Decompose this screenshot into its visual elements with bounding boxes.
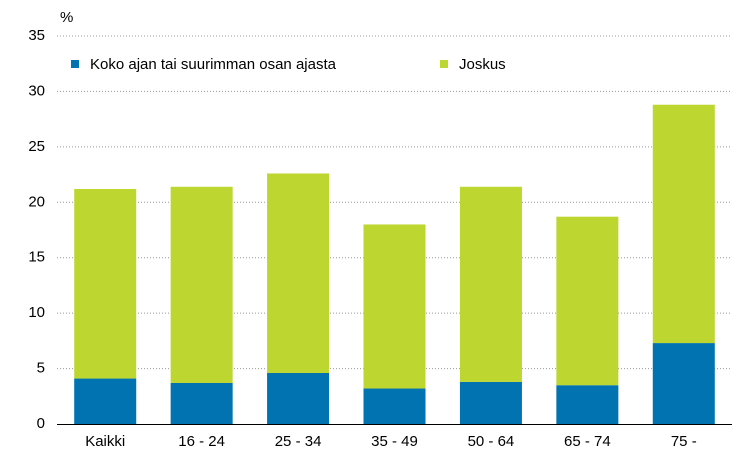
y-tick-label: 10 <box>28 304 45 321</box>
y-tick-label: 5 <box>37 360 45 377</box>
legend-label: Joskus <box>459 56 506 73</box>
x-tick-label: Kaikki <box>85 433 125 450</box>
bar-segment <box>267 173 330 374</box>
y-tick-label: 15 <box>28 249 45 266</box>
bar-segment <box>652 343 715 424</box>
y-tick-label: 25 <box>28 138 45 155</box>
bar-segment <box>363 224 426 389</box>
y-tick-label: 35 <box>28 27 45 44</box>
x-tick-label: 25 - 34 <box>275 433 322 450</box>
bar-segment <box>74 378 137 424</box>
bar-segment <box>459 381 522 424</box>
y-axis-label: % <box>60 9 73 26</box>
bar-segment <box>363 388 426 424</box>
bar-segment <box>170 382 233 424</box>
legend-swatch <box>440 60 448 68</box>
x-tick-label: 65 - 74 <box>564 433 611 450</box>
y-tick-label: 20 <box>28 193 45 210</box>
bar-segment <box>459 186 522 382</box>
legend-label: Koko ajan tai suurimman osan ajasta <box>90 56 337 73</box>
y-tick-label: 0 <box>37 415 45 432</box>
x-tick-label: 16 - 24 <box>178 433 225 450</box>
bar-segment <box>170 186 233 383</box>
bar-segment <box>652 104 715 344</box>
y-tick-label: 30 <box>28 82 45 99</box>
bar-segment <box>556 385 619 424</box>
x-tick-label: 75 - <box>671 433 697 450</box>
bar-segment <box>74 188 137 379</box>
bar-segment <box>267 373 330 424</box>
x-tick-label: 35 - 49 <box>371 433 418 450</box>
bar-segment <box>556 216 619 386</box>
x-tick-label: 50 - 64 <box>468 433 515 450</box>
legend-swatch <box>71 60 79 68</box>
